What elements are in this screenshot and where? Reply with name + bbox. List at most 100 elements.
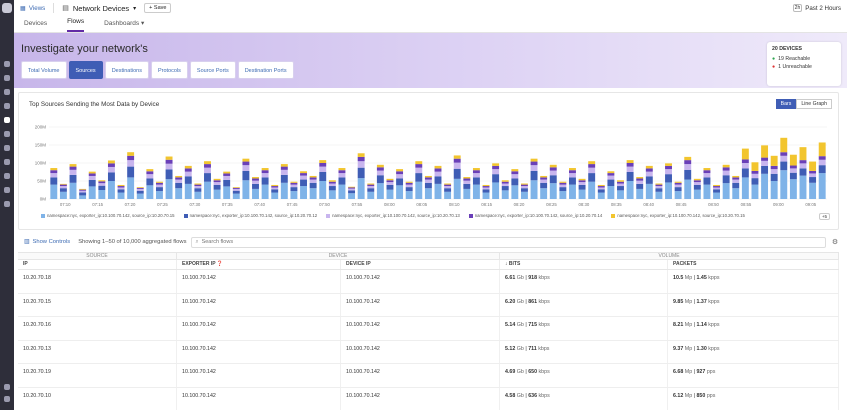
bar-segment[interactable] <box>626 172 634 181</box>
bar-segment[interactable] <box>684 156 692 161</box>
security-icon[interactable] <box>4 159 10 165</box>
network-icon[interactable] <box>4 117 10 123</box>
bar-segment[interactable] <box>204 173 211 182</box>
bar-segment[interactable] <box>588 161 596 165</box>
table-row[interactable]: 10.20.70.10 10.100.70.142 10.100.70.142 4.5… <box>18 387 839 410</box>
bar-segment[interactable] <box>415 173 423 182</box>
bar-segment[interactable] <box>569 177 576 185</box>
infrastructure-icon[interactable] <box>4 103 10 109</box>
table-row[interactable]: 10.20.70.18 10.100.70.142 10.100.70.142 6.6… <box>18 270 839 294</box>
bar-segment[interactable] <box>204 164 211 168</box>
bar-segment[interactable] <box>770 155 778 166</box>
bar-segment[interactable] <box>79 190 87 193</box>
bar-segment[interactable] <box>741 148 749 160</box>
bar-segment[interactable] <box>578 182 586 185</box>
col-ip[interactable]: IP <box>18 260 177 269</box>
bar-segment[interactable] <box>492 165 500 170</box>
bar-segment[interactable] <box>136 187 144 188</box>
bar-segment[interactable] <box>732 177 740 180</box>
bar-segment[interactable] <box>492 169 500 175</box>
bar-segment[interactable] <box>453 168 461 179</box>
bar-segment[interactable] <box>540 188 548 199</box>
bar-segment[interactable] <box>127 177 135 199</box>
bar-segment[interactable] <box>117 184 125 187</box>
bar-segment[interactable] <box>703 168 711 171</box>
bar-segment[interactable] <box>204 181 211 199</box>
bar-segment[interactable] <box>501 180 509 182</box>
bar-segment[interactable] <box>444 184 452 187</box>
logs-icon[interactable] <box>4 145 10 151</box>
bar-segment[interactable] <box>809 173 817 178</box>
bar-segment[interactable] <box>50 173 58 178</box>
bar-segment[interactable] <box>559 184 567 188</box>
bar-segment[interactable] <box>520 191 528 199</box>
integrations-icon[interactable] <box>4 187 10 193</box>
bar-segment[interactable] <box>367 183 375 185</box>
bar-segment[interactable] <box>69 166 77 170</box>
col-bits[interactable]: ↓ BITS <box>500 260 668 269</box>
bar-segment[interactable] <box>578 178 586 181</box>
bar-segment[interactable] <box>376 183 384 199</box>
bar-segment[interactable] <box>597 192 605 199</box>
bar-segment[interactable] <box>674 191 682 199</box>
bar-segment[interactable] <box>357 156 365 162</box>
bar-segment[interactable] <box>530 180 538 199</box>
bar-segment[interactable] <box>703 173 711 178</box>
bar-segment[interactable] <box>818 159 826 166</box>
legend-item[interactable]: namespace:nyc, exporter_ip:10.100.70.142… <box>183 213 317 218</box>
bar-segment[interactable] <box>348 190 356 194</box>
bar-segment[interactable] <box>242 158 250 162</box>
bar-segment[interactable] <box>645 165 653 169</box>
bar-segment[interactable] <box>665 169 672 175</box>
bar-segment[interactable] <box>636 177 644 179</box>
bar-segment[interactable] <box>357 161 365 168</box>
save-button[interactable]: + Save <box>144 3 172 13</box>
bar-segment[interactable] <box>396 174 404 179</box>
bar-segment[interactable] <box>357 167 365 179</box>
bar-segment[interactable] <box>434 176 442 184</box>
bar-segment[interactable] <box>424 175 432 178</box>
bar-segment[interactable] <box>261 168 269 171</box>
legend-item[interactable]: namespace:nyc, exporter_ip:10.100.70.142… <box>468 213 602 218</box>
tab-dashboards[interactable]: Dashboards ▾ <box>104 20 145 27</box>
bar-segment[interactable] <box>713 184 721 187</box>
bar-segment[interactable] <box>328 183 336 187</box>
bar-segment[interactable] <box>444 186 452 189</box>
bar-segment[interactable] <box>223 175 231 180</box>
bar-segment[interactable] <box>789 168 797 173</box>
bar-segment[interactable] <box>367 186 375 189</box>
bar-segment[interactable] <box>328 190 336 199</box>
bar-segment[interactable] <box>732 188 740 199</box>
bar-segment[interactable] <box>818 165 826 174</box>
bar-segment[interactable] <box>722 183 730 199</box>
bar-segment[interactable] <box>271 186 279 188</box>
search-flows-field[interactable]: ⌕ <box>191 236 826 248</box>
bar-segment[interactable] <box>511 169 519 172</box>
user-icon[interactable] <box>4 396 10 402</box>
gear-icon[interactable]: ⚙ <box>831 239 839 246</box>
bar-segment[interactable] <box>88 175 96 180</box>
bar-segment[interactable] <box>348 188 356 191</box>
bar-segment[interactable] <box>59 191 67 199</box>
bar-segment[interactable] <box>415 181 423 199</box>
bar-segment[interactable] <box>597 186 605 188</box>
bar-segment[interactable] <box>761 173 769 199</box>
bar-segment[interactable] <box>405 191 413 199</box>
bar-segment[interactable] <box>165 179 173 199</box>
bar-segment[interactable] <box>761 145 769 158</box>
bar-segment[interactable] <box>348 193 356 199</box>
bar-segment[interactable] <box>213 180 221 183</box>
bar-segment[interactable] <box>751 162 759 171</box>
bar-segment[interactable] <box>569 168 576 171</box>
bar-segment[interactable] <box>280 182 288 199</box>
subtab-destination-ports[interactable]: Destination Ports <box>237 61 294 79</box>
bar-segment[interactable] <box>540 177 548 180</box>
bar-segment[interactable] <box>818 142 826 157</box>
bar-segment[interactable] <box>79 195 87 199</box>
bar-segment[interactable] <box>290 191 298 199</box>
bar-segment[interactable] <box>194 188 202 192</box>
bar-segment[interactable] <box>309 188 317 199</box>
bars-toggle-button[interactable]: Bars <box>775 99 797 109</box>
bar-segment[interactable] <box>511 174 519 179</box>
show-controls-button[interactable]: ▥ Show Controls <box>24 239 71 245</box>
